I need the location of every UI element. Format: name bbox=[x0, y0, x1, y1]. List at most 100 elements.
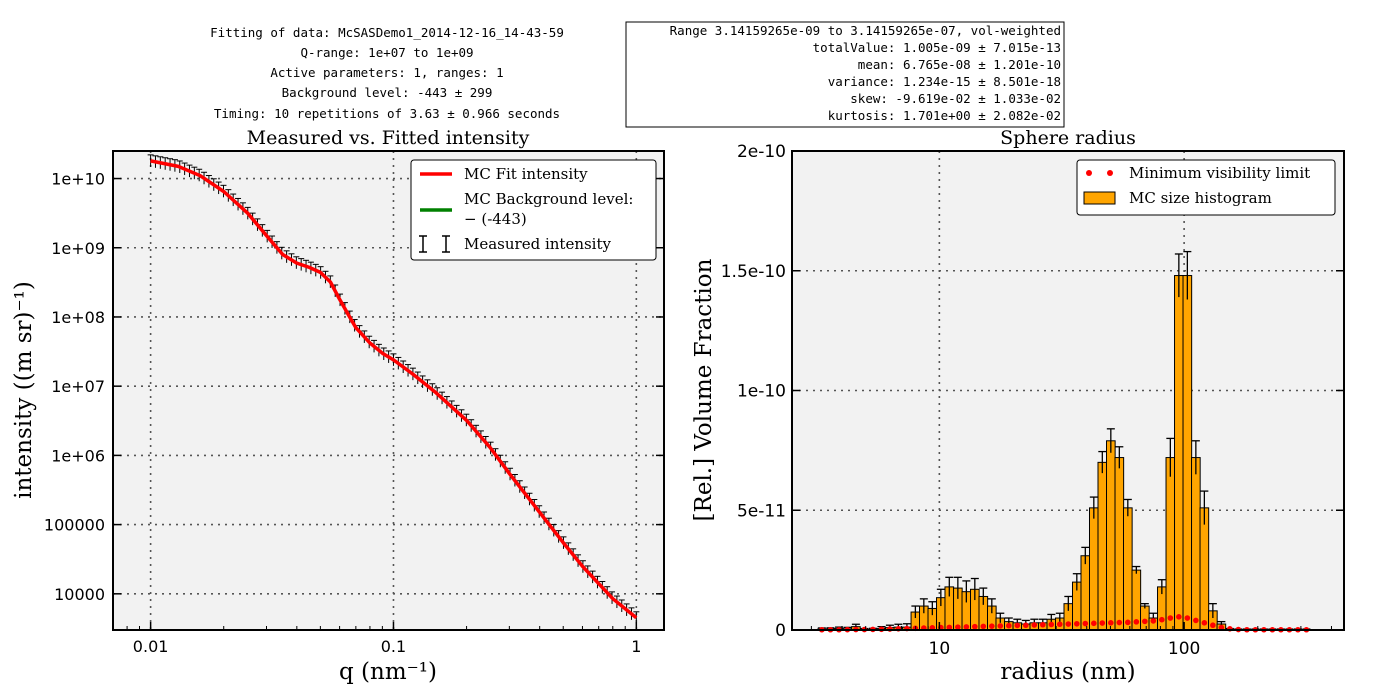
min-visibility-point bbox=[972, 623, 978, 630]
y-tick-label: 1e+06 bbox=[51, 446, 105, 465]
info-line-qrange: Q-range: 1e+07 to 1e+09 bbox=[300, 45, 473, 60]
intensity-x-label: q (nm⁻¹) bbox=[339, 659, 437, 685]
min-visibility-point bbox=[997, 623, 1004, 629]
y-tick-label: 100000 bbox=[44, 516, 105, 535]
stats-skew: skew: -9.619e-02 ± 1.033e-02 bbox=[850, 91, 1061, 106]
histogram-bar bbox=[1106, 440, 1116, 631]
min-visibility-point bbox=[1150, 618, 1157, 624]
min-visibility-point bbox=[955, 624, 961, 630]
fit-info-text: Fitting of data: McSASDemo1_2014-12-16_1… bbox=[210, 25, 564, 121]
x-tick-label: 0.01 bbox=[133, 637, 169, 656]
y-tick-label: 1e+08 bbox=[51, 308, 105, 327]
min-visibility-point bbox=[1006, 622, 1012, 629]
min-visibility-point bbox=[1022, 622, 1029, 629]
intensity-y-label: intensity ((m sr)⁻¹) bbox=[11, 281, 37, 499]
x-tick-label: 10 bbox=[929, 639, 951, 659]
fit-intensity-line bbox=[150, 159, 638, 620]
y-tick-label: 5e-11 bbox=[737, 501, 786, 521]
min-visibility-point bbox=[1108, 620, 1114, 626]
min-visibility-point bbox=[1210, 622, 1216, 629]
info-line-timing: Timing: 10 repetitions of 3.63 ± 0.966 s… bbox=[214, 106, 560, 121]
min-visibility-point bbox=[1014, 622, 1021, 629]
legend-histogram-label: MC size histogram bbox=[1129, 189, 1272, 207]
y-tick-label: 1e-10 bbox=[737, 382, 786, 402]
y-tick-label: 1.5e-10 bbox=[721, 262, 786, 282]
histogram-bar bbox=[1123, 507, 1133, 631]
min-visibility-point bbox=[1159, 616, 1165, 623]
y-tick-label: 2e-10 bbox=[737, 142, 786, 162]
histogram-bar bbox=[1182, 275, 1193, 631]
size-plot-title: Sphere radius bbox=[1000, 127, 1136, 149]
min-visibility-point bbox=[1193, 617, 1199, 624]
min-visibility-point bbox=[1082, 620, 1089, 627]
y-tick-label: 1e+10 bbox=[51, 170, 105, 189]
min-visibility-point bbox=[1116, 619, 1123, 626]
x-tick-label: 0.1 bbox=[381, 637, 406, 656]
stats-total: totalValue: 1.005e-09 ± 7.015e-13 bbox=[813, 40, 1061, 55]
size-x-label: radius (nm) bbox=[1000, 659, 1135, 685]
stats-mean: mean: 6.765e-08 ± 1.201e-10 bbox=[858, 57, 1061, 72]
y-tick-label: 10000 bbox=[54, 585, 105, 604]
histogram-bar bbox=[1097, 461, 1108, 631]
min-visibility-point bbox=[946, 624, 953, 631]
size-data bbox=[817, 250, 1312, 633]
legend-measured-swatch bbox=[419, 235, 450, 253]
intensity-plot: 0.01 0.1 1 10000 100000 1e+06 1e+07 1e+08 1e+09 1… bbox=[11, 127, 665, 685]
size-distribution-plot: 10 100 0 5e-11 1e-10 1.5e-10 2e-10 Sphere radi… bbox=[691, 127, 1345, 685]
histogram-bar bbox=[1114, 457, 1125, 631]
min-visibility-point bbox=[1056, 621, 1063, 628]
min-visibility-point bbox=[1065, 621, 1072, 627]
info-line-data: Fitting of data: McSASDemo1_2014-12-16_1… bbox=[210, 25, 564, 40]
intensity-ticks: 0.01 0.1 1 10000 100000 1e+06 1e+07 1e+08 1e+09 1… bbox=[44, 170, 664, 656]
legend-background-value: − (-443) bbox=[464, 210, 527, 228]
histogram-bar bbox=[1174, 275, 1184, 631]
y-tick-label: 1e+07 bbox=[51, 377, 105, 396]
min-visibility-point bbox=[1074, 620, 1080, 627]
min-visibility-point bbox=[963, 624, 970, 630]
min-visibility-point bbox=[1048, 621, 1055, 628]
size-legend-box bbox=[1076, 159, 1336, 216]
legend-histogram-swatch bbox=[1083, 191, 1116, 205]
min-visibility-point bbox=[1176, 614, 1182, 620]
min-visibility-point bbox=[980, 623, 987, 630]
legend-background-label: MC Background level: bbox=[464, 190, 633, 208]
min-visibility-point bbox=[1184, 615, 1191, 621]
info-line-params: Active parameters: 1, ranges: 1 bbox=[270, 65, 503, 80]
intensity-data bbox=[147, 154, 640, 624]
min-visibility-point bbox=[1031, 622, 1038, 628]
min-visibility-point bbox=[1142, 618, 1148, 625]
histogram-bar bbox=[1080, 555, 1091, 631]
min-visibility-point bbox=[1125, 619, 1131, 626]
histogram-bar bbox=[1140, 605, 1150, 631]
size-y-label: [Rel.] Volume Fraction bbox=[691, 258, 717, 521]
y-tick-label: 0 bbox=[775, 621, 786, 641]
intensity-legend: MC Fit intensity MC Background level: − … bbox=[410, 159, 657, 261]
x-tick-label: 1 bbox=[631, 637, 641, 656]
stats-kurtosis: kurtosis: 1.701e+00 ± 2.082e-02 bbox=[828, 108, 1061, 123]
histogram-bar bbox=[1199, 507, 1210, 631]
min-visibility-point bbox=[1167, 615, 1174, 621]
stats-variance: variance: 1.234e-15 ± 8.501e-18 bbox=[828, 74, 1061, 89]
histogram-bar bbox=[1191, 457, 1201, 631]
stats-box bbox=[625, 21, 1065, 128]
min-visibility-point bbox=[1039, 621, 1046, 628]
min-visibility-point bbox=[1091, 620, 1097, 627]
histogram-bar bbox=[1165, 457, 1176, 631]
info-line-background: Background level: -443 ± 299 bbox=[282, 85, 493, 100]
intensity-legend-box bbox=[410, 159, 657, 261]
legend-minvis-dot-1 bbox=[1086, 170, 1092, 176]
legend-measured-label: Measured intensity bbox=[464, 235, 612, 253]
size-legend: Minimum visibility limit MC size histogr… bbox=[1076, 159, 1336, 216]
min-visibility-point bbox=[1133, 619, 1140, 625]
legend-minvis-label: Minimum visibility limit bbox=[1129, 164, 1310, 182]
histogram-bar bbox=[1088, 507, 1099, 631]
legend-minvis-dot-2 bbox=[1107, 170, 1113, 176]
y-tick-label: 1e+09 bbox=[51, 239, 105, 258]
min-visibility-point bbox=[1099, 620, 1106, 626]
size-ticks: 10 100 0 5e-11 1e-10 1.5e-10 2e-10 bbox=[721, 142, 1344, 659]
stats-text: Range 3.14159265e-09 to 3.14159265e-07, … bbox=[670, 23, 1061, 123]
min-visibility-point bbox=[1201, 620, 1208, 626]
intensity-plot-title: Measured vs. Fitted intensity bbox=[247, 127, 530, 149]
x-tick-label: 100 bbox=[1168, 639, 1200, 659]
